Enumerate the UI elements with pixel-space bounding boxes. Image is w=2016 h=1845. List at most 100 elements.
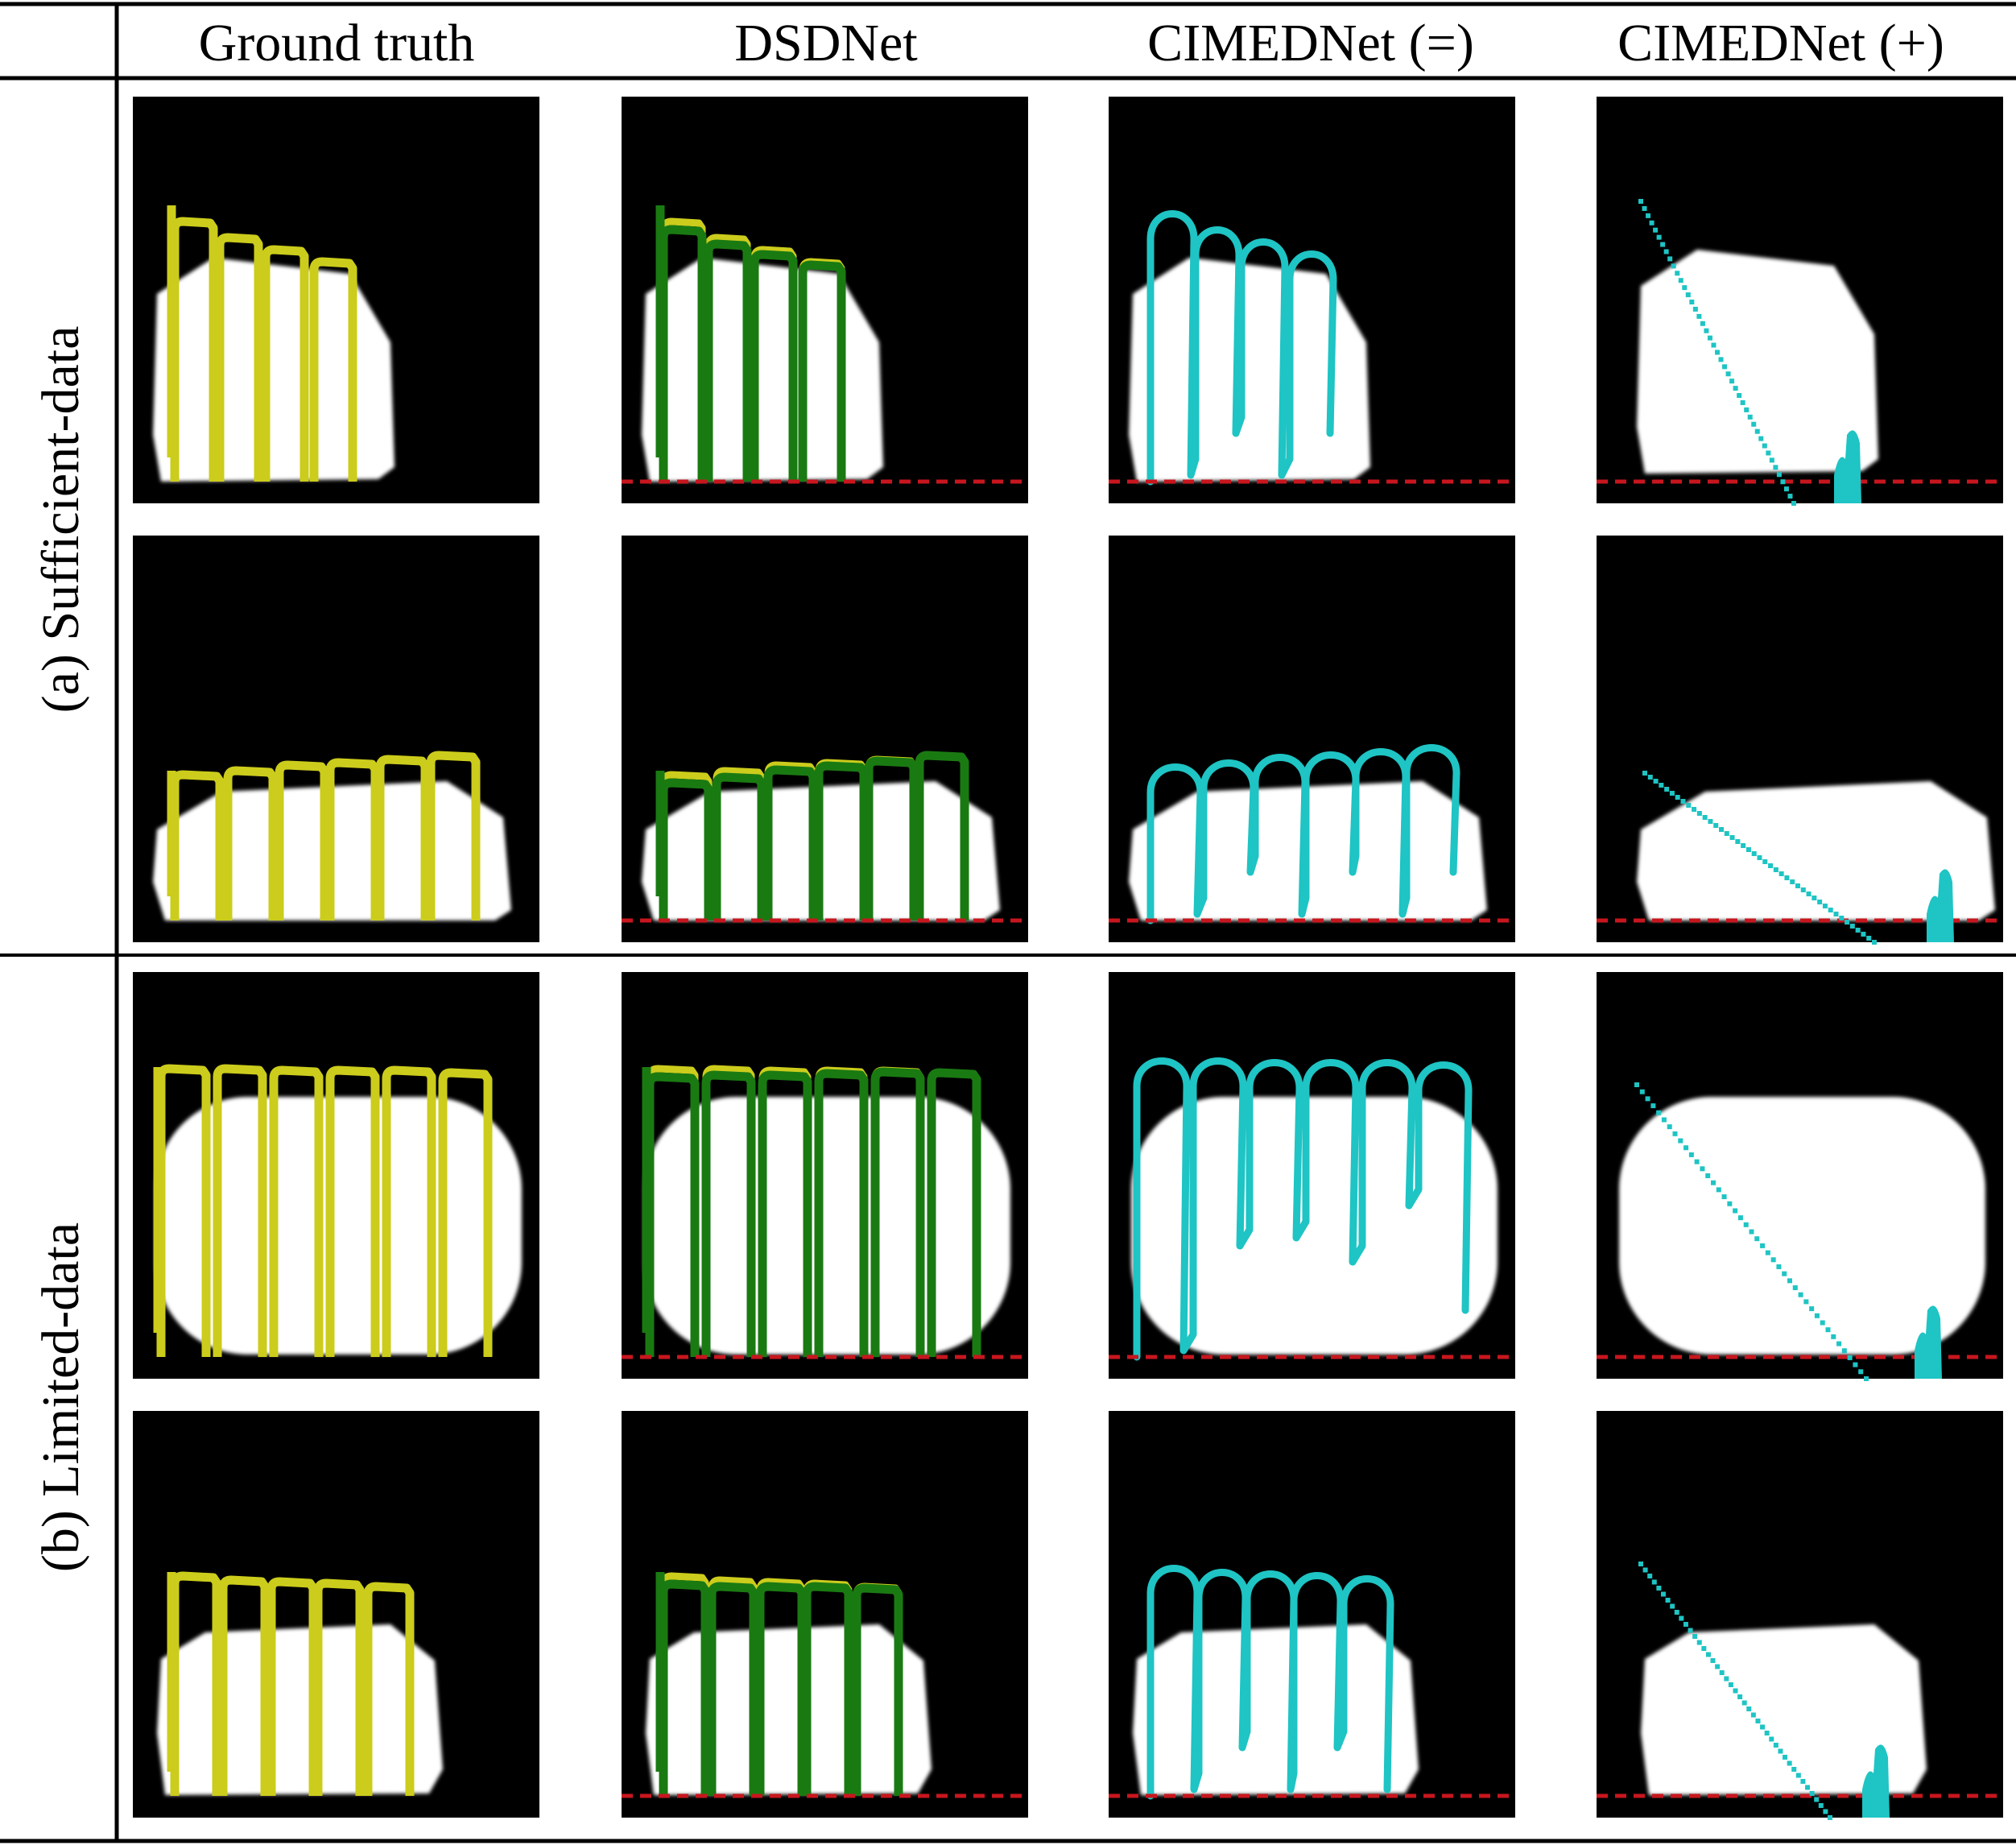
trajectory-dot xyxy=(1828,1815,1832,1820)
trajectory-dot xyxy=(1744,407,1750,412)
trajectory-dot xyxy=(1683,1622,1688,1627)
column-header-dsdnet: DSDNet xyxy=(734,14,917,72)
trajectory-dot xyxy=(1713,823,1719,828)
dsdnet-trajectory xyxy=(659,225,846,482)
trajectory-dot xyxy=(1820,1320,1825,1326)
trajectory-dot xyxy=(1792,1285,1798,1291)
row-headers: (a) Sufficient-data (b) Limited-data xyxy=(31,326,90,1573)
trajectory-dot xyxy=(1686,803,1692,808)
panel-grid xyxy=(133,97,2003,1820)
trajectory-dot xyxy=(1694,1159,1700,1165)
trajectory-dot xyxy=(1831,1334,1836,1339)
object-silhouette xyxy=(157,1624,443,1795)
trajectory-dot xyxy=(1855,928,1861,933)
trajectory-dot xyxy=(1783,486,1789,492)
trajectory-dot xyxy=(1809,1306,1815,1312)
trajectory-dot xyxy=(1675,271,1680,276)
cimednet-plus-trajectory xyxy=(1634,1082,1869,1381)
row-header-limited-data: (b) Limited-data xyxy=(31,1222,90,1572)
column-headers: Ground truth DSDNet CIMEDNet (=) CIMEDNe… xyxy=(199,14,1944,72)
trajectory-dot xyxy=(1841,1348,1847,1354)
trajectory-dot xyxy=(1805,1785,1811,1790)
trajectory-dot xyxy=(1642,1567,1648,1573)
trajectory-dot xyxy=(1764,1731,1770,1735)
trajectory-dot xyxy=(1755,1719,1761,1723)
trajectory-dot xyxy=(1729,379,1735,384)
trajectory-dot xyxy=(1634,1082,1639,1087)
trajectory-dot xyxy=(1678,1138,1683,1144)
dsdnet-trajectory xyxy=(659,751,969,920)
trajectory-dot xyxy=(1653,779,1659,784)
trajectory-dot xyxy=(1750,1712,1756,1718)
trajectory-dot xyxy=(1809,1791,1815,1796)
trajectory-dot xyxy=(1660,1591,1666,1597)
trajectory-dot xyxy=(1696,811,1702,816)
trajectory-dot xyxy=(1645,1096,1650,1102)
trajectory-dot xyxy=(1778,871,1784,876)
trajectory-dot xyxy=(1740,400,1745,405)
panel-r3-c3 xyxy=(1109,972,1515,1379)
trajectory-dot xyxy=(1669,791,1675,796)
trajectory-dot xyxy=(1696,313,1702,319)
dsdnet-trajectory xyxy=(659,1579,903,1796)
trajectory-dot xyxy=(1682,285,1688,291)
trajectory-dot xyxy=(1659,783,1664,788)
trajectory-dot xyxy=(1683,1145,1689,1151)
trajectory-dot xyxy=(1861,932,1866,937)
trajectory-dot xyxy=(1661,1117,1667,1123)
trajectory-dot xyxy=(1768,863,1774,868)
trajectory-dot xyxy=(1708,819,1713,824)
panel-r3-c1 xyxy=(133,972,539,1379)
trajectory-dot xyxy=(1700,321,1705,326)
trajectory-dot xyxy=(1746,1706,1752,1711)
trajectory-dot xyxy=(1667,1124,1672,1130)
trajectory-dot xyxy=(1725,371,1731,377)
panel-r2-c1 xyxy=(133,536,539,942)
cimednet-plus-trajectory xyxy=(1638,199,1796,506)
panel-r3-c2 xyxy=(622,972,1028,1379)
trajectory-dot xyxy=(1719,827,1724,832)
trajectory-dot xyxy=(1847,1355,1853,1360)
trajectory-dot xyxy=(1642,205,1647,211)
trajectory-dot xyxy=(1678,278,1683,283)
trajectory-dot xyxy=(1757,855,1762,860)
ground-truth-trajectory xyxy=(170,751,481,920)
column-header-cimednet-equal: CIMEDNet (=) xyxy=(1147,14,1474,72)
trajectory-dot xyxy=(1715,350,1720,355)
panel-r2-c4 xyxy=(1597,536,2003,945)
trajectory-dot xyxy=(1692,1634,1698,1639)
trajectory-dot xyxy=(1822,904,1828,908)
panel-r1-c4 xyxy=(1597,97,2003,506)
trajectory-dot xyxy=(1719,1670,1725,1675)
object-silhouette xyxy=(642,258,883,482)
panel-r4-c2 xyxy=(622,1411,1028,1818)
object-silhouette xyxy=(1131,1097,1498,1355)
trajectory-dot xyxy=(1849,924,1855,929)
trajectory-dot xyxy=(1737,1694,1743,1699)
trajectory-dot xyxy=(1817,900,1823,904)
trajectory-dot xyxy=(1814,1797,1820,1802)
trajectory-dot xyxy=(1787,494,1793,499)
trajectory-dot xyxy=(1787,1760,1792,1766)
trajectory-dot xyxy=(1700,1166,1705,1172)
trajectory-dot xyxy=(1866,936,1872,941)
trajectory-dot xyxy=(1705,1173,1711,1178)
object-silhouette xyxy=(1641,1624,1927,1795)
panel-r1-c3 xyxy=(1109,97,1515,503)
trajectory-dot xyxy=(1718,357,1724,362)
trajectory-dot xyxy=(1707,335,1712,341)
trajectory-dot xyxy=(1722,364,1728,370)
trajectory-dot xyxy=(1664,787,1670,792)
panel-r1-c1 xyxy=(133,97,539,503)
trajectory-dot xyxy=(1656,1110,1662,1115)
cimednet-equal-trajectory xyxy=(1133,1057,1473,1361)
trajectory-dot xyxy=(1733,1688,1738,1694)
trajectory-dot xyxy=(1765,1250,1770,1256)
cimednet-equal-trajectory xyxy=(1146,744,1460,925)
object-silhouette xyxy=(646,1624,932,1795)
trajectory-dot xyxy=(1769,457,1774,463)
trajectory-dot xyxy=(1724,1676,1729,1682)
trajectory-dot xyxy=(1688,1152,1694,1157)
object-silhouette xyxy=(1637,250,1878,474)
